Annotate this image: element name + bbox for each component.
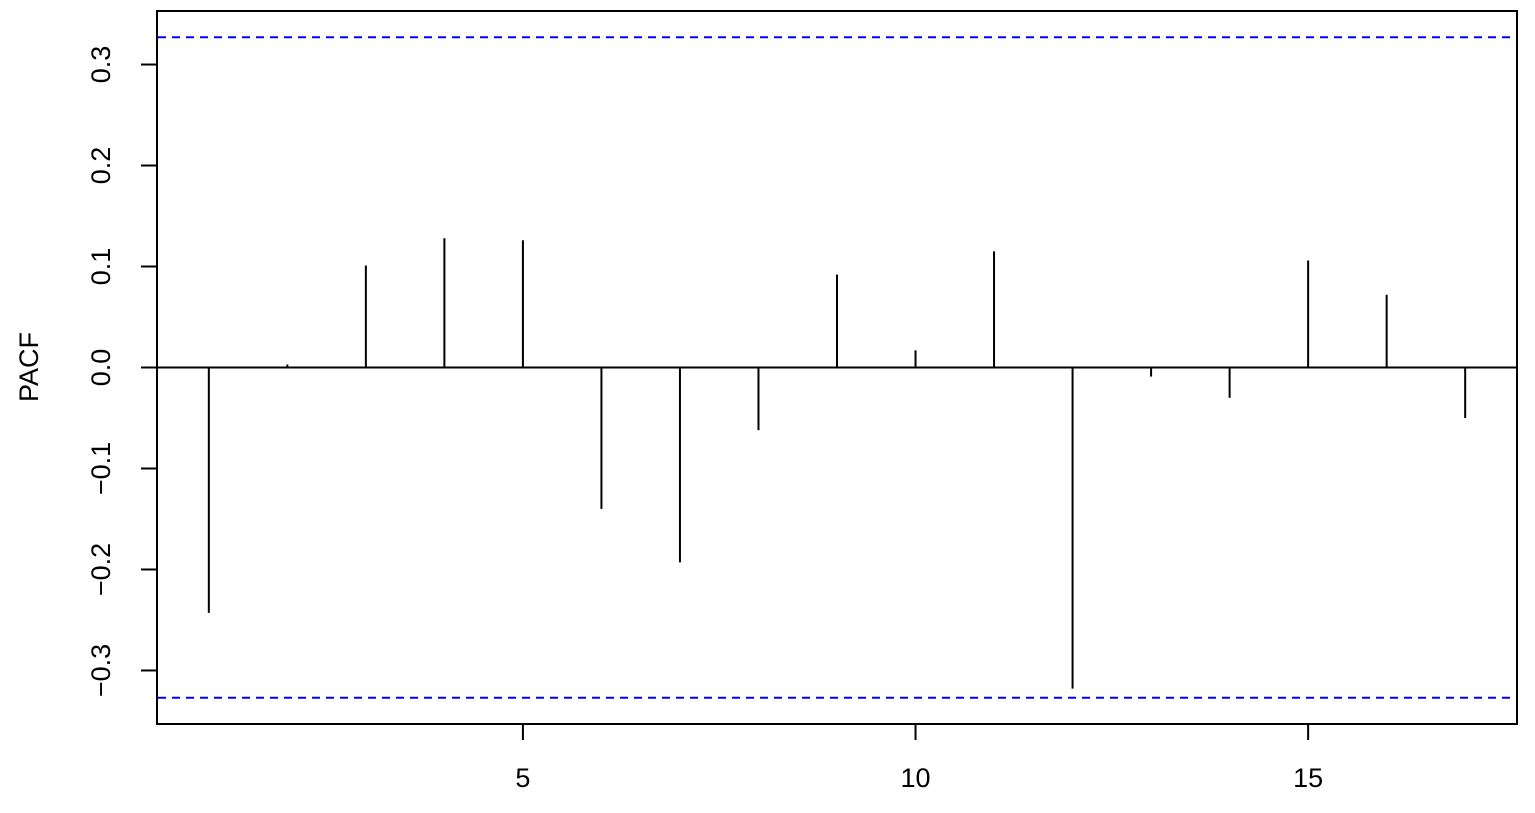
y-tick-label--0.2: −0.2 bbox=[86, 543, 116, 596]
y-tick-label--0.3: −0.3 bbox=[86, 644, 116, 697]
x-tick-label-10: 10 bbox=[900, 763, 930, 793]
y-tick-label--0.1: −0.1 bbox=[86, 442, 116, 495]
y-tick-label-0.2: 0.2 bbox=[86, 147, 116, 185]
y-axis-label: PACF bbox=[14, 332, 44, 402]
pacf-bars bbox=[207, 238, 1467, 689]
y-tick-label-0.3: 0.3 bbox=[86, 46, 116, 84]
x-tick-label-5: 5 bbox=[515, 763, 530, 793]
x-axis: 5 10 15 bbox=[515, 724, 1323, 793]
y-axis: −0.3 −0.2 −0.1 0.0 0.1 0.2 0.3 bbox=[86, 46, 157, 697]
y-tick-label-0: 0.0 bbox=[86, 349, 116, 387]
y-tick-label-0.1: 0.1 bbox=[86, 248, 116, 286]
x-tick-label-15: 15 bbox=[1293, 763, 1323, 793]
confidence-bounds bbox=[158, 36, 1516, 699]
